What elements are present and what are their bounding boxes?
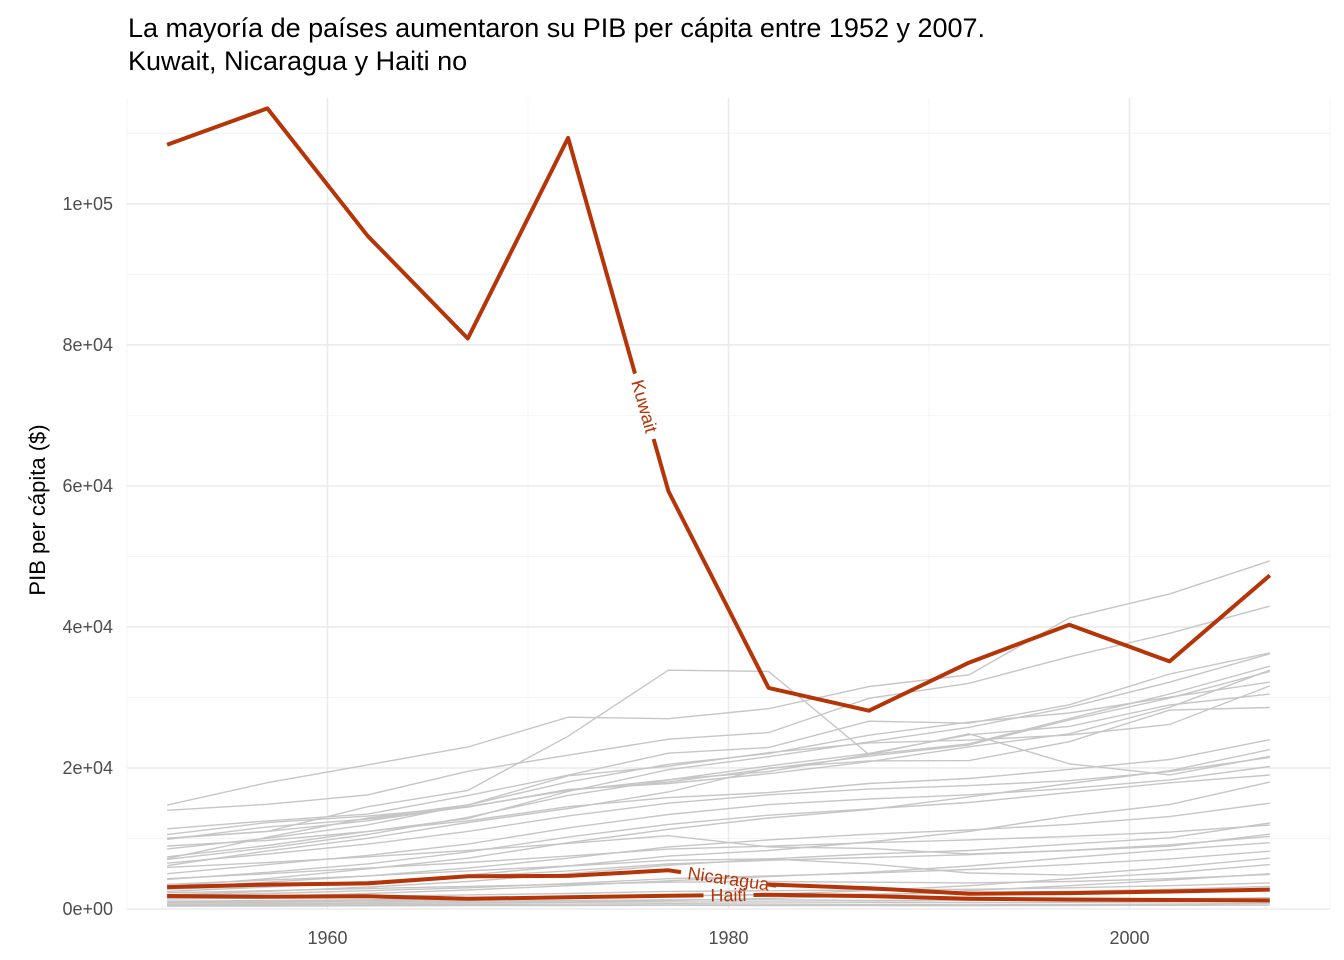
background-series-line-24	[167, 842, 1270, 900]
y-tick-label-4: 8e+04	[62, 335, 113, 355]
x-tick-label-1: 1980	[708, 928, 748, 948]
background-series-line-13	[167, 756, 1270, 864]
y-tick-label-1: 2e+04	[62, 758, 113, 778]
background-series-line-11	[166, 706, 1270, 867]
background-series-layer	[166, 560, 1271, 907]
background-series-line-25	[167, 857, 1270, 885]
background-series-line-6	[167, 653, 1270, 847]
nicaragua-line-part-1	[167, 868, 682, 890]
kuwait-series-label: Kuwait	[627, 378, 661, 435]
background-series-line-9	[167, 693, 1270, 861]
nicaragua-line-part-2	[766, 882, 1270, 896]
y-tick-label-3: 6e+04	[62, 476, 113, 496]
background-series-line-7	[167, 669, 1271, 841]
background-series-line-16	[167, 748, 1270, 888]
x-tick-label-0: 1960	[307, 928, 347, 948]
background-series-line-32	[167, 900, 1270, 905]
haiti-line-part-2	[753, 892, 1270, 903]
background-series-line-12	[167, 739, 1270, 858]
background-series-line-34	[167, 904, 1270, 907]
haiti-line-part-1	[167, 893, 704, 901]
y-tick-label-2: 4e+04	[62, 617, 113, 637]
background-series-line-28	[167, 873, 1270, 894]
tick-label-layer: 1960 1980 2000 0e+00 2e+04 4e+04 6e+04 8e+04 1e+…	[62, 194, 1149, 948]
chart-title: La mayoría de países aumentaron su PIB p…	[128, 12, 985, 78]
chart-title-line-1: La mayoría de países aumentaron su PIB p…	[128, 13, 986, 43]
kuwait-line-part-1	[166, 106, 637, 375]
highlight-series-layer	[166, 106, 1272, 903]
background-series-line-4	[167, 652, 1270, 830]
background-series-line-0	[166, 560, 1271, 806]
x-tick-label-2: 2000	[1109, 928, 1149, 948]
y-tick-label-5: 1e+05	[62, 194, 113, 214]
background-series-line-1	[167, 669, 1270, 839]
y-tick-label-0: 0e+00	[62, 899, 113, 919]
background-series-line-10	[166, 681, 1270, 860]
background-series-line-23	[167, 850, 1270, 897]
background-series-line-5	[167, 665, 1270, 840]
chart-title-line-2: Kuwait, Nicaragua y Haiti no	[128, 46, 468, 76]
background-series-line-15	[167, 774, 1270, 881]
background-series-line-2	[167, 605, 1270, 811]
haiti-series-label: Haiti	[710, 885, 746, 905]
kuwait-line-part-2	[651, 438, 1272, 713]
background-series-line-33	[167, 902, 1270, 907]
background-series-line-22	[167, 822, 1270, 896]
background-series-line-14	[167, 765, 1270, 875]
background-series-line-20	[167, 824, 1270, 880]
grid-layer	[126, 98, 1331, 910]
